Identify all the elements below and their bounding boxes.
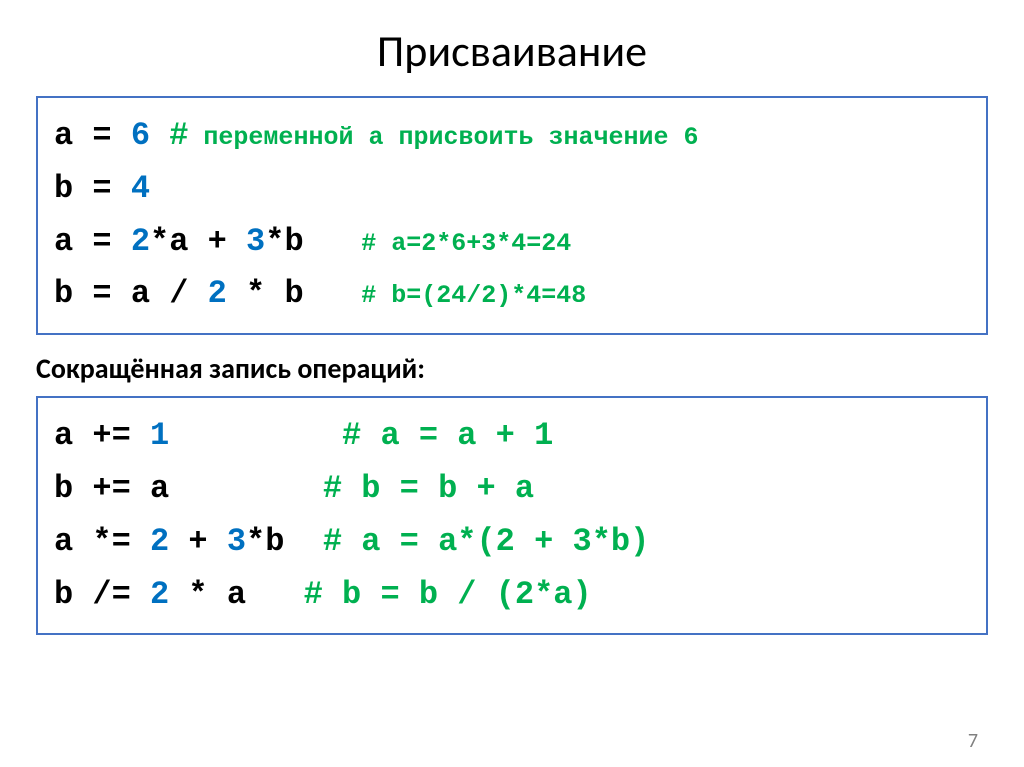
- number-literal: 3: [246, 223, 265, 260]
- page-number: 7: [968, 729, 978, 753]
- code-line-4: b = a / 2 * b # b=(24/2)*4=48: [54, 268, 970, 321]
- comment-text: переменной a присвоить значение 6: [188, 123, 698, 152]
- spacer: [169, 417, 342, 454]
- code-text: *a +: [150, 223, 246, 260]
- code-text: b = a /: [54, 275, 208, 312]
- comment-text: # a=2*6+3*4=24: [361, 229, 571, 258]
- number-literal: 1: [150, 417, 169, 454]
- code-text: b /=: [54, 576, 150, 613]
- number-literal: 3: [227, 523, 246, 560]
- code-line-4: b /= 2 * a # b = b / (2*a): [54, 569, 970, 622]
- code-text: a =: [54, 223, 131, 260]
- comment-text: # a = a + 1: [342, 417, 553, 454]
- code-text: b =: [54, 170, 131, 207]
- code-text: * a: [169, 576, 303, 613]
- code-line-2: b += a # b = b + a: [54, 463, 970, 516]
- code-line-1: a += 1 # a = a + 1: [54, 410, 970, 463]
- number-literal: 2: [208, 275, 227, 312]
- code-text: a *=: [54, 523, 150, 560]
- comment-text: # b = b + a: [323, 470, 534, 507]
- comment-text: # a = a*(2 + 3*b): [323, 523, 649, 560]
- comment-hash: #: [169, 117, 188, 154]
- code-text: a +=: [54, 417, 150, 454]
- subtitle: Сокращённая запись операций:: [36, 351, 988, 386]
- code-line-2: b = 4: [54, 163, 970, 216]
- spacer: [150, 117, 169, 154]
- comment-text: # b = b / (2*a): [304, 576, 592, 613]
- code-text: a =: [54, 117, 131, 154]
- code-text: * b: [227, 275, 361, 312]
- number-literal: 2: [131, 223, 150, 260]
- code-line-3: a *= 2 + 3*b # a = a*(2 + 3*b): [54, 516, 970, 569]
- number-literal: 4: [131, 170, 150, 207]
- code-line-1: a = 6 # переменной a присвоить значение …: [54, 110, 970, 163]
- code-text: *b: [246, 523, 323, 560]
- number-literal: 2: [150, 523, 169, 560]
- number-literal: 2: [150, 576, 169, 613]
- comment-text: # b=(24/2)*4=48: [361, 281, 586, 310]
- code-text: *b: [265, 223, 361, 260]
- code-box-assignment: a = 6 # переменной a присвоить значение …: [36, 96, 988, 335]
- code-box-shorthand: a += 1 # a = a + 1 b += a # b = b + a a …: [36, 396, 988, 635]
- code-text: b += a: [54, 470, 323, 507]
- slide-title: Присваивание: [36, 24, 988, 78]
- code-line-3: a = 2*a + 3*b # a=2*6+3*4=24: [54, 216, 970, 269]
- code-text: +: [169, 523, 227, 560]
- number-literal: 6: [131, 117, 150, 154]
